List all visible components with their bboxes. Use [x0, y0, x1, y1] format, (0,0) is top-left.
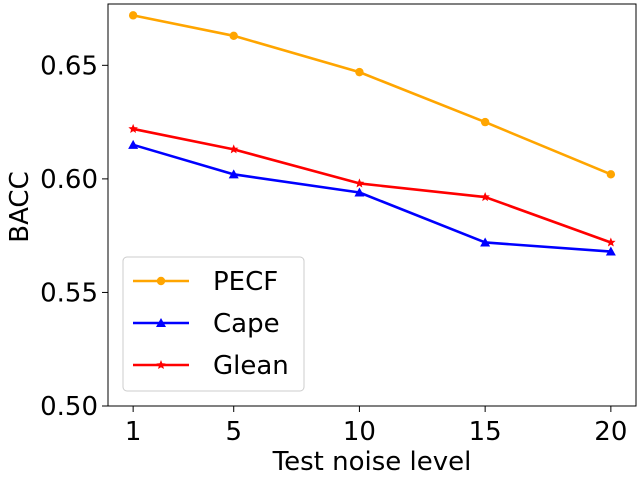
x-tick-label: 15 — [469, 417, 502, 447]
plot-area — [107, 3, 637, 407]
data-point-cape — [128, 139, 139, 149]
legend-marker-glean — [156, 360, 166, 370]
legend-label-glean: Glean — [213, 351, 289, 381]
legend-box — [122, 256, 305, 392]
series-layer — [128, 11, 616, 256]
y-tick-label: 0.60 — [40, 165, 98, 195]
x-tick-label: 5 — [225, 417, 242, 447]
legend-label-cape: Cape — [213, 309, 280, 339]
y-tick-label: 0.65 — [40, 51, 98, 81]
data-point-pecf — [355, 67, 364, 77]
series-pecf — [128, 11, 616, 179]
series-line-pecf — [132, 14, 612, 176]
data-point-pecf — [606, 170, 616, 179]
data-point-cape — [228, 169, 239, 179]
legend-marker-pecf — [156, 276, 166, 286]
y-axis-label: BACC — [5, 171, 35, 242]
legend-item-pecf: PECF — [133, 267, 278, 297]
series-cape — [128, 139, 616, 256]
legend-item-glean: Glean — [133, 351, 289, 381]
data-point-glean — [128, 123, 138, 133]
x-axis-ticks: 1 5 10 15 20 — [125, 406, 627, 447]
series-glean — [128, 123, 616, 247]
series-line-cape — [132, 143, 611, 253]
data-point-glean — [606, 237, 616, 247]
legend-item-cape: Cape — [133, 309, 280, 339]
data-point-glean — [228, 144, 239, 154]
x-axis-label: Test noise level — [272, 447, 472, 477]
legend: PECF Cape Glean — [122, 256, 305, 392]
legend-label-pecf: PECF — [213, 267, 278, 297]
plot-frame — [107, 3, 637, 407]
data-point-pecf — [480, 117, 490, 127]
x-tick-label: 1 — [125, 417, 142, 447]
data-point-pecf — [229, 31, 238, 40]
y-axis-ticks: 0.50 0.55 0.60 0.65 — [40, 51, 108, 422]
data-point-glean — [480, 192, 490, 202]
y-tick-label: 0.50 — [40, 392, 98, 422]
data-point-cape — [605, 246, 616, 256]
data-point-glean — [354, 178, 365, 188]
y-tick-label: 0.55 — [40, 278, 98, 308]
data-point-pecf — [128, 11, 138, 20]
legend-marker-cape — [156, 318, 166, 327]
x-tick-label: 10 — [343, 417, 376, 447]
data-point-cape — [480, 237, 491, 247]
x-tick-label: 20 — [594, 417, 627, 447]
data-point-cape — [354, 187, 365, 197]
